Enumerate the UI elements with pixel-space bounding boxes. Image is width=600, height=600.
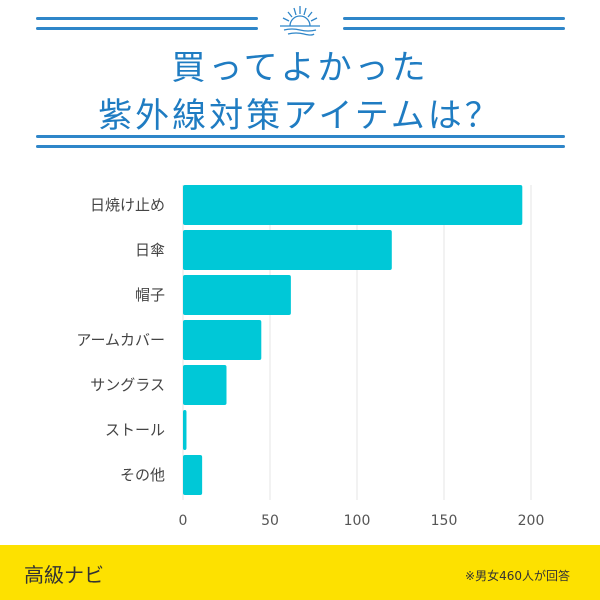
bar [183, 275, 291, 315]
x-tick-label: 200 [518, 513, 545, 529]
category-label: その他 [120, 466, 165, 484]
bar [183, 230, 392, 270]
brand-logo: 高級ナビ [24, 563, 104, 587]
sun-over-waves-icon [280, 6, 320, 36]
bar [183, 320, 262, 360]
divider [36, 17, 258, 20]
bar [183, 410, 187, 450]
divider [36, 135, 565, 138]
bar [183, 185, 523, 225]
category-label: サングラス [90, 376, 165, 394]
divider [36, 27, 258, 30]
footer: 高級ナビ ※男女460人が回答 [0, 545, 600, 600]
divider [343, 17, 565, 20]
category-label: アームカバー [76, 331, 165, 349]
category-label: 日焼け止め [90, 196, 165, 214]
title-line-2: 紫外線対策アイテムは？ [98, 96, 502, 136]
bar [183, 365, 227, 405]
x-tick-label: 50 [261, 513, 279, 529]
category-label: ストール [105, 421, 165, 439]
category-label: 帽子 [135, 286, 165, 304]
x-tick-label: 0 [179, 513, 188, 529]
title-line-1: 買ってよかった [171, 48, 429, 88]
x-tick-label: 150 [431, 513, 458, 529]
divider [36, 145, 565, 148]
category-label: 日傘 [135, 241, 165, 259]
divider [343, 27, 565, 30]
bar [183, 455, 203, 495]
respondents-note: ※男女460人が回答 [465, 569, 570, 583]
x-tick-label: 100 [344, 513, 371, 529]
